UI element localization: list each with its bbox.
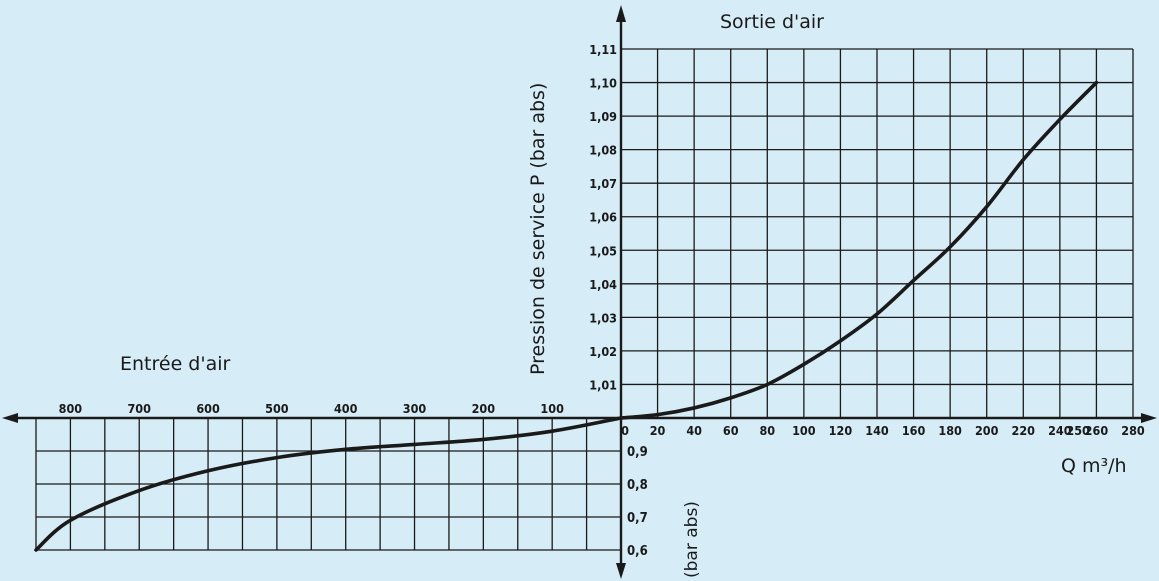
chart-grid xyxy=(35,48,1134,551)
x-tick-label: 80 xyxy=(759,423,775,438)
inlet-y-axis-label: (bar abs) xyxy=(682,501,702,578)
x-tick-label: 180 xyxy=(938,423,962,438)
x-tick-label: 600 xyxy=(196,401,220,416)
y-tick-label: 0,8 xyxy=(627,478,648,493)
x-axis-label: Q m³/h xyxy=(1061,455,1127,477)
x-tick-label: 240 xyxy=(1048,423,1072,438)
x-tick-label: 40 xyxy=(686,423,702,438)
x-tick-label: 400 xyxy=(334,401,358,416)
x-tick-label: 20 xyxy=(650,423,666,438)
x-tick-label: 800 xyxy=(59,401,83,416)
y-tick-label: 0,6 xyxy=(627,544,648,559)
x-tick-label: 120 xyxy=(829,423,853,438)
chart-axes xyxy=(2,5,1157,579)
x-tick-label: 160 xyxy=(902,423,926,438)
x-tick-label: 300 xyxy=(403,401,427,416)
y-tick-label: 1,09 xyxy=(589,109,617,124)
x-tick-label: 140 xyxy=(865,423,889,438)
chart-curves xyxy=(34,80,1099,552)
y-tick-label: 1,04 xyxy=(589,277,617,292)
y-tick-label: 1,08 xyxy=(589,143,617,158)
y-tick-label: 1,07 xyxy=(589,176,617,191)
x-tick-label: 0 xyxy=(621,423,629,438)
outlet-y-axis-label: Pression de service P (bar abs) xyxy=(527,83,549,375)
x-tick-label: 100 xyxy=(540,401,564,416)
y-tick-label: 1,06 xyxy=(589,210,617,225)
x-tick-label: 700 xyxy=(127,401,151,416)
x-axis-arrow-left xyxy=(2,413,18,423)
y-tick-label: 1,10 xyxy=(589,76,617,91)
x-tick-label: 200 xyxy=(472,401,496,416)
outlet-curve xyxy=(619,80,1099,420)
x-tick-label: 260 xyxy=(1085,423,1109,438)
x-tick-label: 100 xyxy=(792,423,816,438)
y-tick-label: 1,05 xyxy=(589,243,617,258)
x-tick-label: 500 xyxy=(265,401,289,416)
outlet-title: Sortie d'air xyxy=(720,11,824,33)
x-axis-arrow-right xyxy=(1141,413,1157,423)
y-tick-label: 1,11 xyxy=(589,42,617,57)
y-tick-label: 0,9 xyxy=(627,445,648,460)
x-tick-label: 220 xyxy=(1012,423,1036,438)
x-tick-label: 280 xyxy=(1121,423,1145,438)
inlet-curve xyxy=(34,416,623,552)
y-tick-label: 1,03 xyxy=(589,310,617,325)
inlet-title: Entrée d'air xyxy=(120,353,231,375)
y-axis-arrow-down xyxy=(616,563,626,579)
x-tick-label: 200 xyxy=(975,423,999,438)
x-tick-label: 250 xyxy=(1066,423,1090,438)
y-tick-label: 0,7 xyxy=(627,511,648,526)
y-tick-label: 1,01 xyxy=(589,377,617,392)
y-tick-label: 1,02 xyxy=(589,344,617,359)
x-tick-label: 60 xyxy=(723,423,739,438)
y-axis-arrow-up xyxy=(616,5,626,22)
